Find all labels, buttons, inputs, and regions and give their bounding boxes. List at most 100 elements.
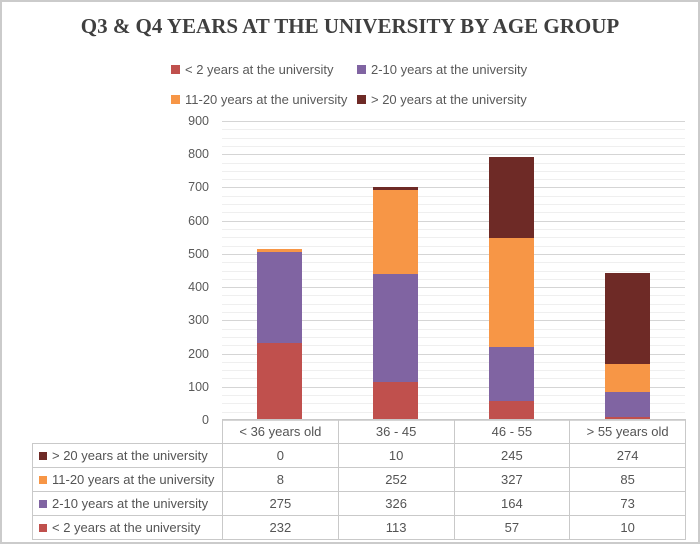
minor-gridline [222,245,685,247]
table-row: < 2 years at the university 232 113 57 10 [32,515,686,540]
y-axis-tick-label: 100 [188,379,209,394]
plot-area [222,121,685,421]
legend-swatch-icon [357,94,366,104]
minor-gridline [222,262,685,264]
minor-gridline [222,312,685,314]
bar-segment [373,187,419,191]
legend-item: 11-20 years at the university [171,84,357,114]
bar-segment [604,364,650,393]
major-gridline [222,187,685,189]
minor-gridline [222,336,685,338]
bar-stack [373,121,419,420]
data-table: < 36 years old 36 - 45 46 - 55 > 55 years o… [32,419,686,540]
legend-item: > 20 years at the university [357,84,527,114]
bar-segment [488,156,534,238]
table-value-cell: 275 [222,491,339,516]
legend-item: 2-10 years at the university [357,54,527,84]
table-value-cell: 10 [337,443,455,468]
bar-stack [488,121,534,420]
table-row-label: 11-20 years at the university [32,467,223,492]
minor-gridline [222,411,685,413]
bar-segment [373,382,419,420]
bar-segment [488,237,534,347]
bar-stack [257,121,303,420]
minor-gridline [222,295,685,297]
table-value-cell: 327 [453,467,571,492]
table-header-cell: 46 - 55 [453,419,571,444]
table-row: 11-20 years at the university 8 252 327 85 [32,467,686,492]
table-value-cell: 10 [569,515,686,540]
table-row: > 20 years at the university 0 10 245 274 [32,443,686,468]
table-row-label: > 20 years at the university [32,443,223,468]
bar-segment [604,416,650,420]
legend-label: 11-20 years at the university [185,91,348,107]
minor-gridline [222,170,685,172]
table-header-cell: < 36 years old [222,419,339,444]
table-row-label: < 2 years at the university [32,515,223,540]
bar-segment [257,342,303,420]
major-gridline [222,154,685,156]
y-axis-tick-label: 400 [188,280,209,295]
minor-gridline [222,145,685,147]
bar-segment [373,190,419,275]
major-gridline [222,253,685,255]
minor-gridline [222,204,685,206]
minor-gridline [222,212,685,214]
series-key-icon [39,500,47,508]
minor-gridline [222,179,685,181]
minor-gridline [222,270,685,272]
major-gridline [222,287,685,289]
table-value-cell: 8 [222,467,339,492]
bar-segment [257,251,303,343]
major-gridline [222,320,685,322]
minor-gridline [222,403,685,405]
minor-gridline [222,328,685,330]
table-value-cell: 73 [569,491,686,516]
table-value-cell: 85 [569,467,686,492]
y-axis-tick-label: 900 [188,114,209,128]
y-axis-tick-label: 200 [188,346,209,361]
minor-gridline [222,137,685,139]
y-axis-tick-label: 800 [188,147,209,162]
table-header-cell: 36 - 45 [337,419,455,444]
minor-gridline [222,237,685,239]
minor-gridline [222,378,685,380]
table-value-cell: 232 [222,515,339,540]
bar-segment [488,346,534,402]
table-value-cell: 0 [222,443,339,468]
table-value-cell: 252 [337,467,455,492]
legend-swatch-icon [171,64,180,74]
series-name: < 2 years at the university [52,520,201,535]
bar-segment [488,401,534,420]
minor-gridline [222,370,685,372]
minor-gridline [222,195,685,197]
major-gridline [222,386,685,388]
minor-gridline [222,129,685,131]
bar-segment [257,248,303,252]
bar-stack [604,121,650,420]
series-key-icon [39,524,47,532]
bar-segment [604,273,650,365]
table-header-row: < 36 years old 36 - 45 46 - 55 > 55 years o… [33,419,686,444]
legend-label: > 20 years at the university [371,91,527,107]
legend-swatch-icon [171,94,180,104]
table-value-cell: 274 [569,443,686,468]
y-axis-tick-label: 300 [188,313,209,328]
major-gridline [222,121,685,122]
legend-label: < 2 years at the university [185,61,334,77]
legend-swatch-icon [357,64,366,74]
legend-label: 2-10 years at the university [371,61,528,77]
legend-item: < 2 years at the university [171,54,357,84]
minor-gridline [222,162,685,164]
chart-title: Q3 & Q4 YEARS AT THE UNIVERSITY BY AGE G… [80,14,620,38]
series-name: > 20 years at the university [52,448,208,463]
table-value-cell: 326 [337,491,455,516]
minor-gridline [222,361,685,363]
series-key-icon [39,476,47,484]
y-axis-labels: 0 100 200 300 400 500 600 700 800 900 [2,114,209,427]
minor-gridline [222,278,685,280]
table-value-cell: 164 [453,491,571,516]
y-axis-tick-label: 500 [188,246,209,261]
chart-legend: < 2 years at the university 2-10 years a… [171,54,527,114]
